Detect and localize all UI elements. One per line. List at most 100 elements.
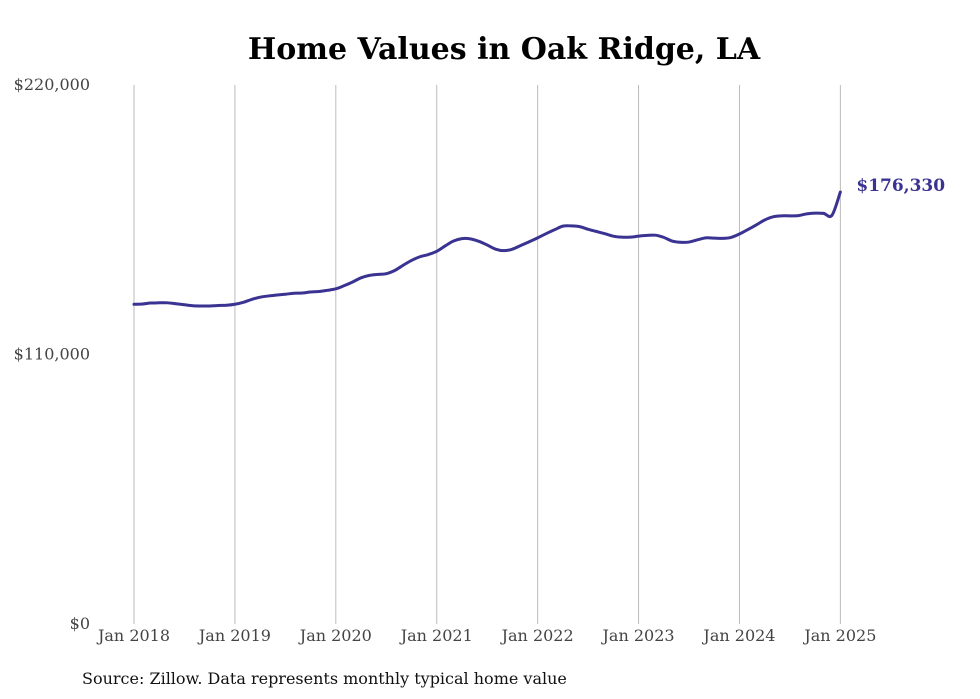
data-point	[259, 296, 262, 299]
y-tick-label: $110,000	[14, 345, 90, 364]
x-tick-label: Jan 2018	[96, 626, 170, 645]
data-point	[763, 219, 766, 222]
data-point	[233, 303, 236, 306]
data-point	[713, 237, 716, 240]
data-point	[435, 250, 438, 253]
data-point	[671, 240, 674, 243]
x-tick-label: Jan 2023	[601, 626, 675, 645]
series-layer: $176,330	[132, 176, 945, 308]
data-point	[486, 243, 489, 246]
data-point	[418, 255, 421, 258]
data-point	[805, 212, 808, 215]
data-point	[612, 235, 615, 238]
data-point	[536, 236, 539, 239]
x-axis-ticks: Jan 2018 Jan 2019 Jan 2020 Jan 2021 Jan 2022…	[96, 626, 876, 645]
x-tick-label: Jan 2022	[500, 626, 574, 645]
data-point	[250, 298, 253, 301]
data-point	[645, 234, 648, 237]
data-point	[772, 215, 775, 218]
data-point	[545, 232, 548, 235]
data-point	[452, 240, 455, 243]
data-point	[334, 287, 337, 290]
data-point	[376, 273, 379, 276]
end-value-label: $176,330	[856, 176, 945, 196]
data-point	[242, 301, 245, 304]
data-point	[326, 289, 329, 292]
y-tick-label: $220,000	[14, 75, 90, 94]
data-point	[275, 293, 278, 296]
data-point	[149, 302, 152, 305]
data-point	[688, 241, 691, 244]
data-point	[217, 304, 220, 307]
data-point	[343, 284, 346, 287]
data-point	[780, 214, 783, 217]
data-point	[477, 240, 480, 243]
data-point	[410, 259, 413, 262]
data-point	[553, 228, 556, 231]
data-point	[519, 244, 522, 247]
data-point	[755, 223, 758, 226]
data-point	[469, 237, 472, 240]
data-point	[225, 304, 228, 307]
data-point	[318, 290, 321, 293]
data-point	[444, 244, 447, 247]
data-point	[788, 214, 791, 217]
x-tick-label: Jan 2025	[802, 626, 876, 645]
data-point	[427, 253, 430, 256]
data-point	[679, 241, 682, 244]
data-point	[511, 248, 514, 251]
data-point	[503, 249, 506, 252]
data-point	[620, 236, 623, 239]
source-note: Source: Zillow. Data represents monthly …	[82, 669, 567, 688]
data-point	[662, 236, 665, 239]
data-point	[830, 214, 833, 217]
data-point	[368, 274, 371, 277]
data-point	[309, 291, 312, 294]
x-tick-label: Jan 2024	[701, 626, 775, 645]
data-point	[292, 292, 295, 295]
data-point	[654, 234, 657, 237]
data-point	[141, 303, 144, 306]
data-point	[629, 236, 632, 239]
data-point	[200, 304, 203, 307]
data-point	[738, 232, 741, 235]
x-tick-label: Jan 2019	[197, 626, 271, 645]
data-point	[191, 304, 194, 307]
data-point	[301, 292, 304, 295]
data-point	[393, 269, 396, 272]
data-point	[797, 214, 800, 217]
x-tick-label: Jan 2021	[399, 626, 473, 645]
data-point	[494, 248, 497, 251]
data-point	[721, 237, 724, 240]
data-point	[814, 212, 817, 215]
data-point	[175, 302, 178, 305]
data-point	[730, 236, 733, 239]
data-point	[402, 264, 405, 267]
data-point	[587, 228, 590, 231]
gridlines	[133, 85, 841, 624]
data-point	[561, 225, 564, 228]
data-point	[208, 304, 211, 307]
y-tick-label: $0	[70, 614, 90, 633]
data-point	[696, 238, 699, 241]
y-axis-ticks: $0 $110,000 $220,000	[14, 75, 90, 633]
data-point	[158, 301, 161, 304]
data-point	[360, 276, 363, 279]
series-line	[132, 190, 842, 308]
data-point	[385, 272, 388, 275]
data-point	[822, 212, 825, 215]
data-point	[746, 228, 749, 231]
data-point	[284, 293, 287, 296]
data-point	[133, 303, 136, 306]
data-point	[704, 236, 707, 239]
data-point	[839, 190, 842, 193]
data-point	[578, 225, 581, 228]
chart-title: Home Values in Oak Ridge, LA	[248, 32, 761, 67]
data-point	[166, 301, 169, 304]
data-point	[460, 237, 463, 240]
x-tick-label: Jan 2020	[298, 626, 372, 645]
data-point	[528, 240, 531, 243]
data-point	[637, 235, 640, 238]
data-point	[351, 280, 354, 283]
